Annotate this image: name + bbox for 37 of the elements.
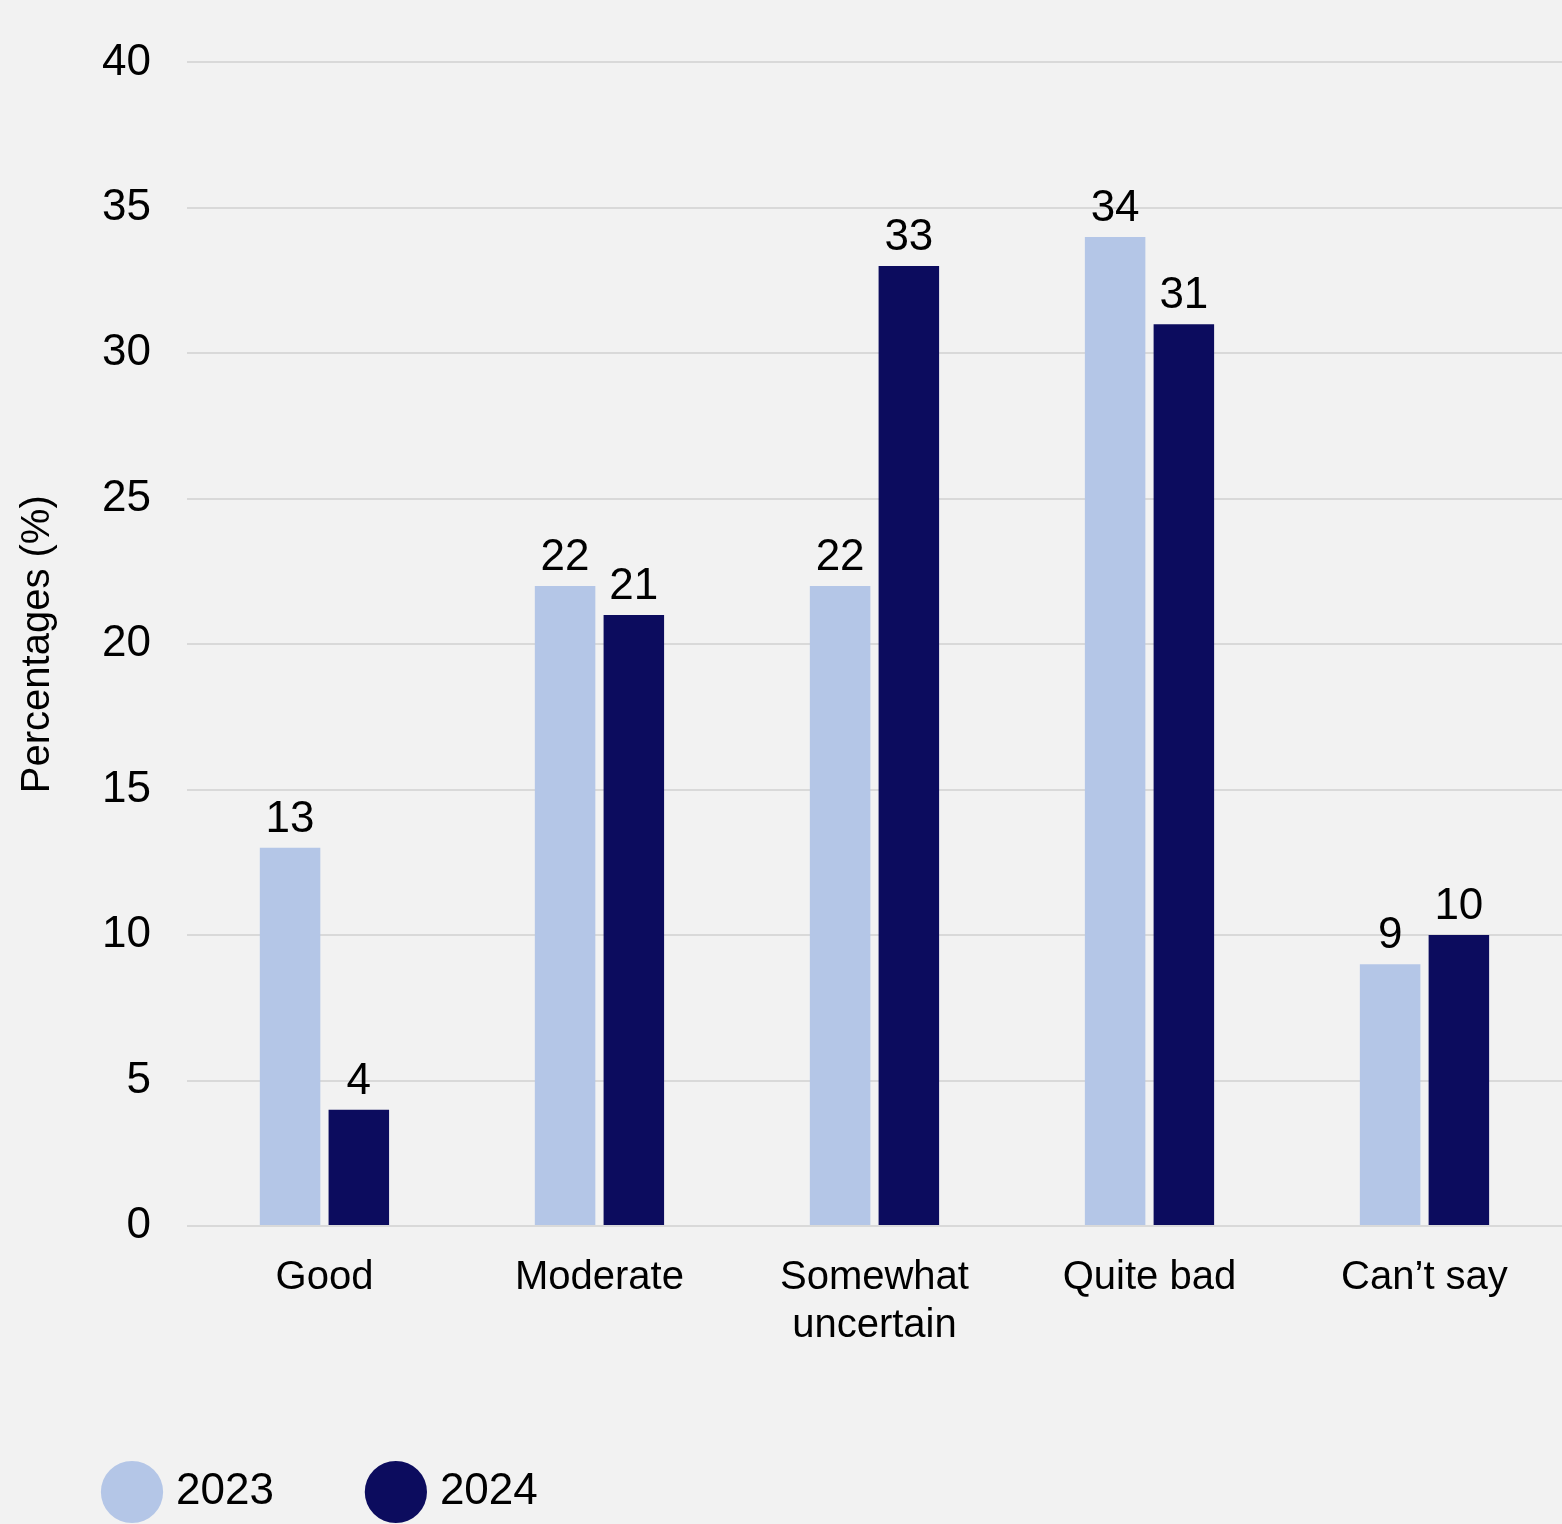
y-tick-label: 40 [101,34,151,84]
y-axis-title: Percentages (%) [13,495,58,794]
y-tick-label: 25 [101,470,151,520]
legend-label: 2023 [176,1464,274,1514]
data-label: 22 [540,530,590,580]
y-tick-label: 35 [101,179,151,229]
y-tick-label: 5 [126,1052,151,1102]
bar [1153,324,1215,1225]
x-tick-label: Quite bad [1062,1253,1237,1298]
data-label: 10 [1434,879,1484,929]
data-label: 13 [265,791,315,841]
y-tick-label: 30 [101,325,151,375]
data-label: 21 [609,559,659,609]
x-tick-label: Moderate [514,1253,684,1298]
y-tick-label: 15 [101,761,151,811]
bar [534,586,596,1225]
data-label: 4 [346,1053,372,1103]
y-tick-label: 10 [101,907,151,957]
data-label: 9 [1377,908,1403,958]
data-label: 22 [815,530,865,580]
bar [878,266,940,1225]
x-tick-label: Can’t say [1341,1253,1508,1298]
bar [1359,964,1421,1225]
data-label: 31 [1159,268,1209,318]
data-label: 34 [1090,181,1140,231]
bar [1084,236,1146,1225]
x-tick-label: Good [275,1253,374,1298]
bar [328,1109,390,1225]
legend-label: 2024 [439,1464,538,1514]
data-label: 33 [884,210,934,260]
bar [603,615,665,1225]
y-tick-label: 0 [126,1198,151,1248]
y-tick-label: 20 [101,616,151,666]
bar [259,847,321,1225]
bar [809,586,871,1225]
bar [1428,935,1490,1225]
x-tick-label: Somewhat uncertain [779,1253,969,1346]
